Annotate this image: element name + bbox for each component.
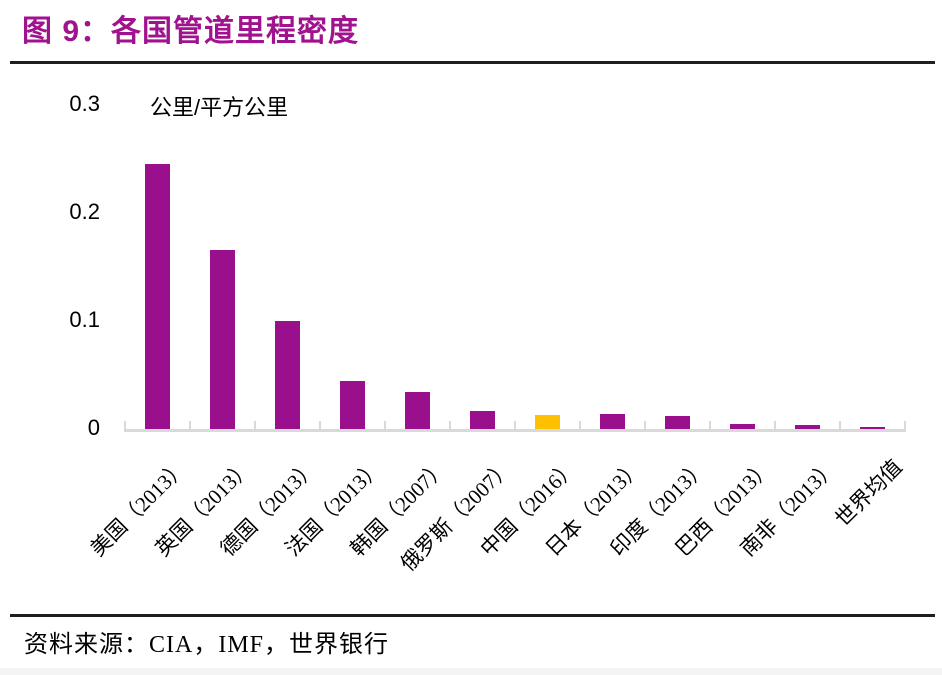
bar-美国（2013） — [145, 164, 170, 429]
x-axis-tick — [644, 421, 646, 429]
x-axis-tick — [514, 421, 516, 429]
source-note: 资料来源：CIA，IMF，世界银行 — [24, 632, 390, 658]
footer-strip — [0, 668, 942, 675]
x-axis-line — [124, 429, 906, 432]
bar-法国（2013） — [340, 381, 365, 429]
y-axis-tick-label: 0 — [87, 415, 100, 440]
x-axis-tick — [904, 421, 906, 429]
bar-世界均值 — [860, 427, 885, 429]
x-axis-tick — [579, 421, 581, 429]
top-divider — [10, 61, 935, 64]
x-axis-tick — [384, 421, 386, 429]
x-axis-tick — [839, 421, 841, 429]
bar-巴西（2013） — [730, 424, 755, 429]
y-axis-tick-label: 0.2 — [69, 199, 100, 224]
bar-中国（2016） — [535, 415, 560, 429]
bar-俄罗斯（2007） — [470, 411, 495, 429]
bar-印度（2013） — [665, 416, 690, 429]
y-axis-tick-label: 0.1 — [69, 307, 100, 332]
bottom-divider — [10, 614, 935, 617]
x-axis-tick — [189, 421, 191, 429]
y-axis-tick-label: 0.3 — [69, 91, 100, 116]
bar-德国（2013） — [275, 321, 300, 429]
x-axis-tick — [774, 421, 776, 429]
y-axis-unit-label: 公里/平方公里 — [150, 95, 289, 120]
bar-南非（2013） — [795, 425, 820, 429]
bar-英国（2013） — [210, 250, 235, 429]
bar-日本（2013） — [600, 414, 625, 429]
figure-title: 图 9：各国管道里程密度 — [22, 15, 360, 48]
x-axis-tick — [124, 421, 126, 429]
bar-韩国（2007） — [405, 392, 430, 429]
x-axis-tick — [709, 421, 711, 429]
x-axis-tick — [319, 421, 321, 429]
x-axis-tick — [254, 421, 256, 429]
x-axis-tick — [449, 421, 451, 429]
x-axis-label: 世界均值 — [829, 454, 907, 532]
